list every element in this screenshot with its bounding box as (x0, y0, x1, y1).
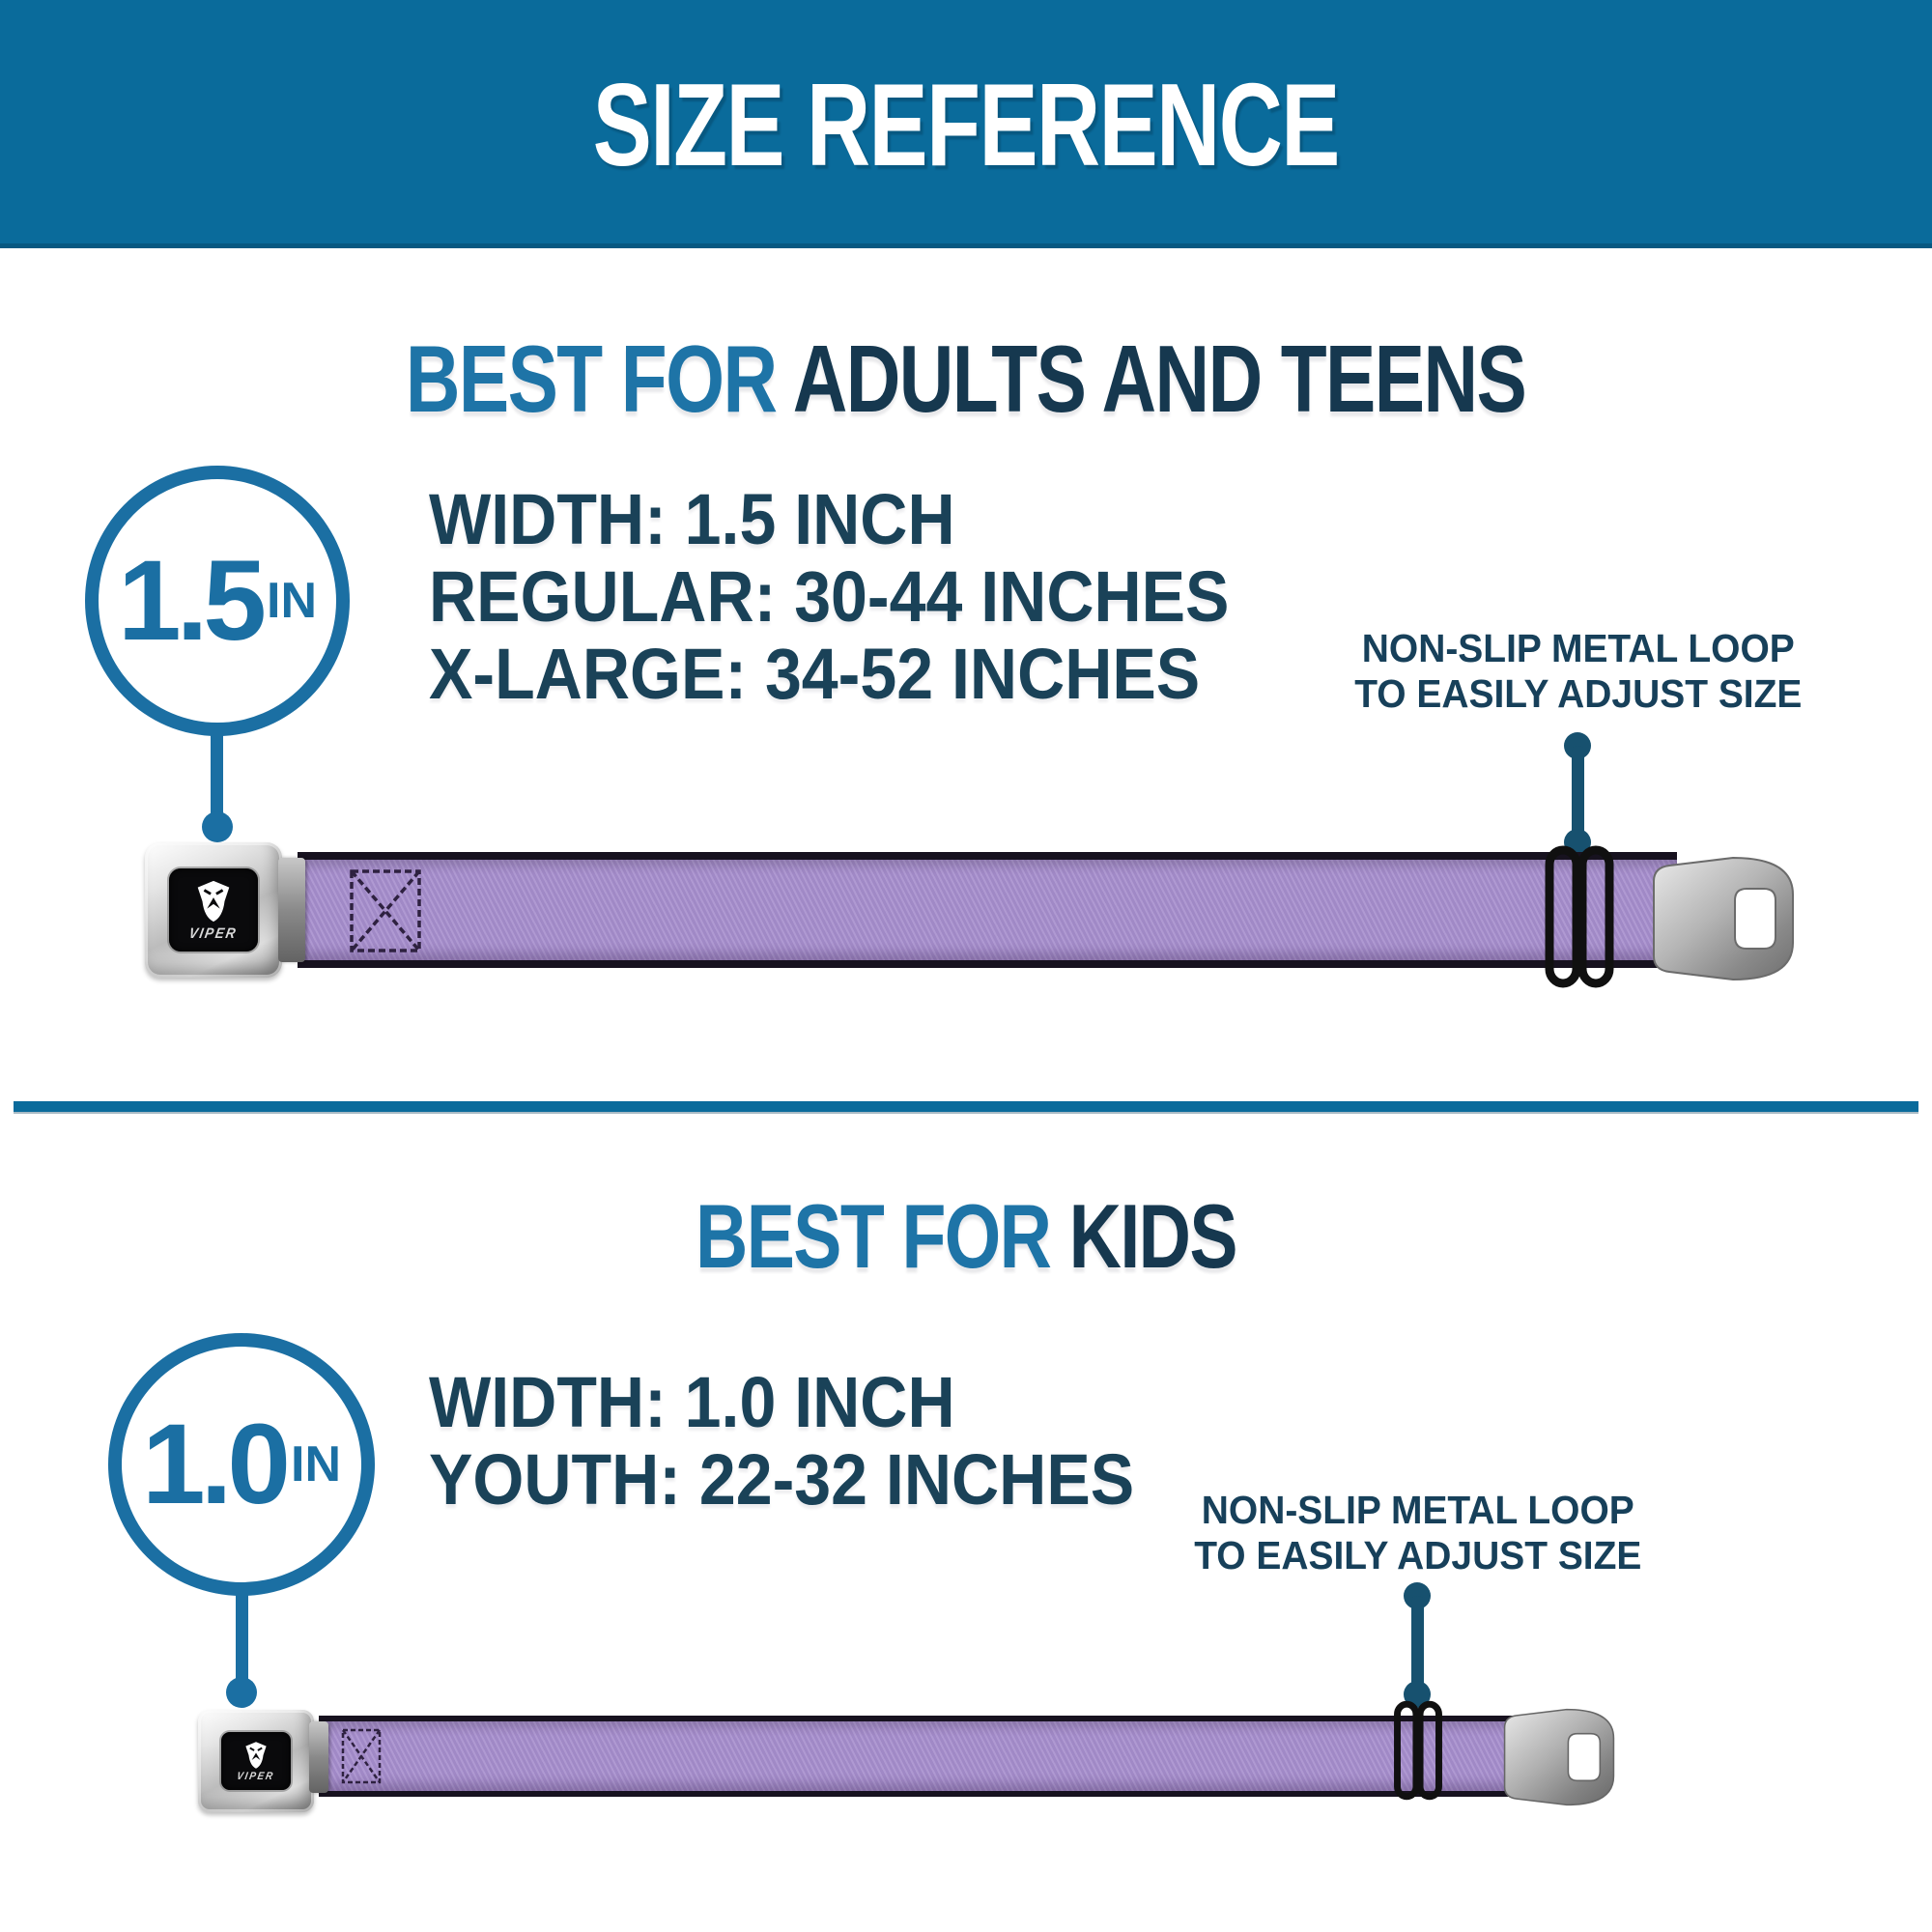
callout-line2-adults: TO EASILY ADJUST SIZE (1354, 671, 1803, 716)
circle-pointer-line-adults (211, 732, 223, 821)
size-unit-adults: IN (267, 573, 318, 629)
callout-connector-line-adults (1572, 746, 1584, 842)
banner: SIZE REFERENCE (0, 0, 1932, 248)
spec-width-kids: WIDTH: 1.0 INCH (429, 1362, 955, 1442)
size-circle-adults: 1.5 IN (85, 466, 350, 736)
buckle-latch-adults (278, 858, 305, 962)
callout-kids: NON-SLIP METAL LOOP TO EASILY ADJUST SIZ… (1177, 1488, 1660, 1578)
section-kids-heading: BEST FOR KIDS (0, 1184, 1932, 1289)
spec-width-adults: WIDTH: 1.5 INCH (429, 479, 955, 559)
spec-regular-adults: REGULAR: 30-44 INCHES (429, 556, 1230, 637)
belt-end-tab-adults (1653, 856, 1794, 981)
viper-head-icon (245, 1741, 267, 1769)
circle-pointer-dot-adults (202, 811, 233, 842)
buckle-face-kids: VIPER (221, 1732, 291, 1790)
buckle-latch-kids (309, 1721, 328, 1793)
spec-xlarge-adults: X-LARGE: 34-52 INCHES (429, 634, 1201, 714)
buckle-kids: VIPER (198, 1710, 314, 1812)
section-divider (14, 1101, 1918, 1112)
size-circle-kids: 1.0 IN (108, 1333, 375, 1596)
callout-adults: NON-SLIP METAL LOOP TO EASILY ADJUST SIZ… (1337, 626, 1820, 717)
heading-main-adults: ADULTS AND TEENS (776, 326, 1527, 432)
buckle-face-adults: VIPER (169, 868, 258, 952)
metal-loop-slider-adults (1545, 845, 1614, 988)
metal-loop-slider-kids (1394, 1700, 1442, 1801)
circle-pointer-dot-kids (226, 1677, 257, 1708)
belt-strap-adults (298, 852, 1677, 968)
section-adults-heading: BEST FOR ADULTS AND TEENS (0, 325, 1932, 434)
heading-accent-kids: BEST FOR (696, 1185, 1052, 1287)
heading-main-kids: KIDS (1050, 1185, 1238, 1287)
callout-connector-line-kids (1411, 1596, 1424, 1694)
size-unit-kids: IN (291, 1436, 342, 1492)
heading-accent-adults: BEST FOR (406, 326, 778, 432)
circle-pointer-line-kids (236, 1592, 248, 1685)
page-title: SIZE REFERENCE (592, 58, 1341, 190)
viper-head-icon (197, 880, 230, 922)
callout-line2-kids: TO EASILY ADJUST SIZE (1194, 1533, 1642, 1577)
callout-line1-kids: NON-SLIP METAL LOOP (1202, 1488, 1634, 1532)
box-x-stitch-kids (341, 1728, 382, 1784)
belt-strap-kids (319, 1716, 1522, 1797)
size-value-adults: 1.5 (117, 537, 267, 665)
buckle-logo-text-kids: VIPER (236, 1770, 276, 1782)
callout-line1-adults: NON-SLIP METAL LOOP (1362, 626, 1795, 670)
buckle-adults: VIPER (145, 842, 282, 978)
buckle-logo-text-adults: VIPER (187, 924, 240, 942)
box-x-stitch-adults (350, 869, 421, 952)
specs-adults: WIDTH: 1.5 INCH REGULAR: 30-44 INCHES X-… (429, 481, 1299, 713)
specs-kids: WIDTH: 1.0 INCH YOUTH: 22-32 INCHES (429, 1364, 1196, 1519)
belt-end-tab-kids (1503, 1708, 1615, 1806)
size-value-kids: 1.0 (141, 1401, 291, 1528)
spec-youth-kids: YOUTH: 22-32 INCHES (429, 1439, 1135, 1520)
